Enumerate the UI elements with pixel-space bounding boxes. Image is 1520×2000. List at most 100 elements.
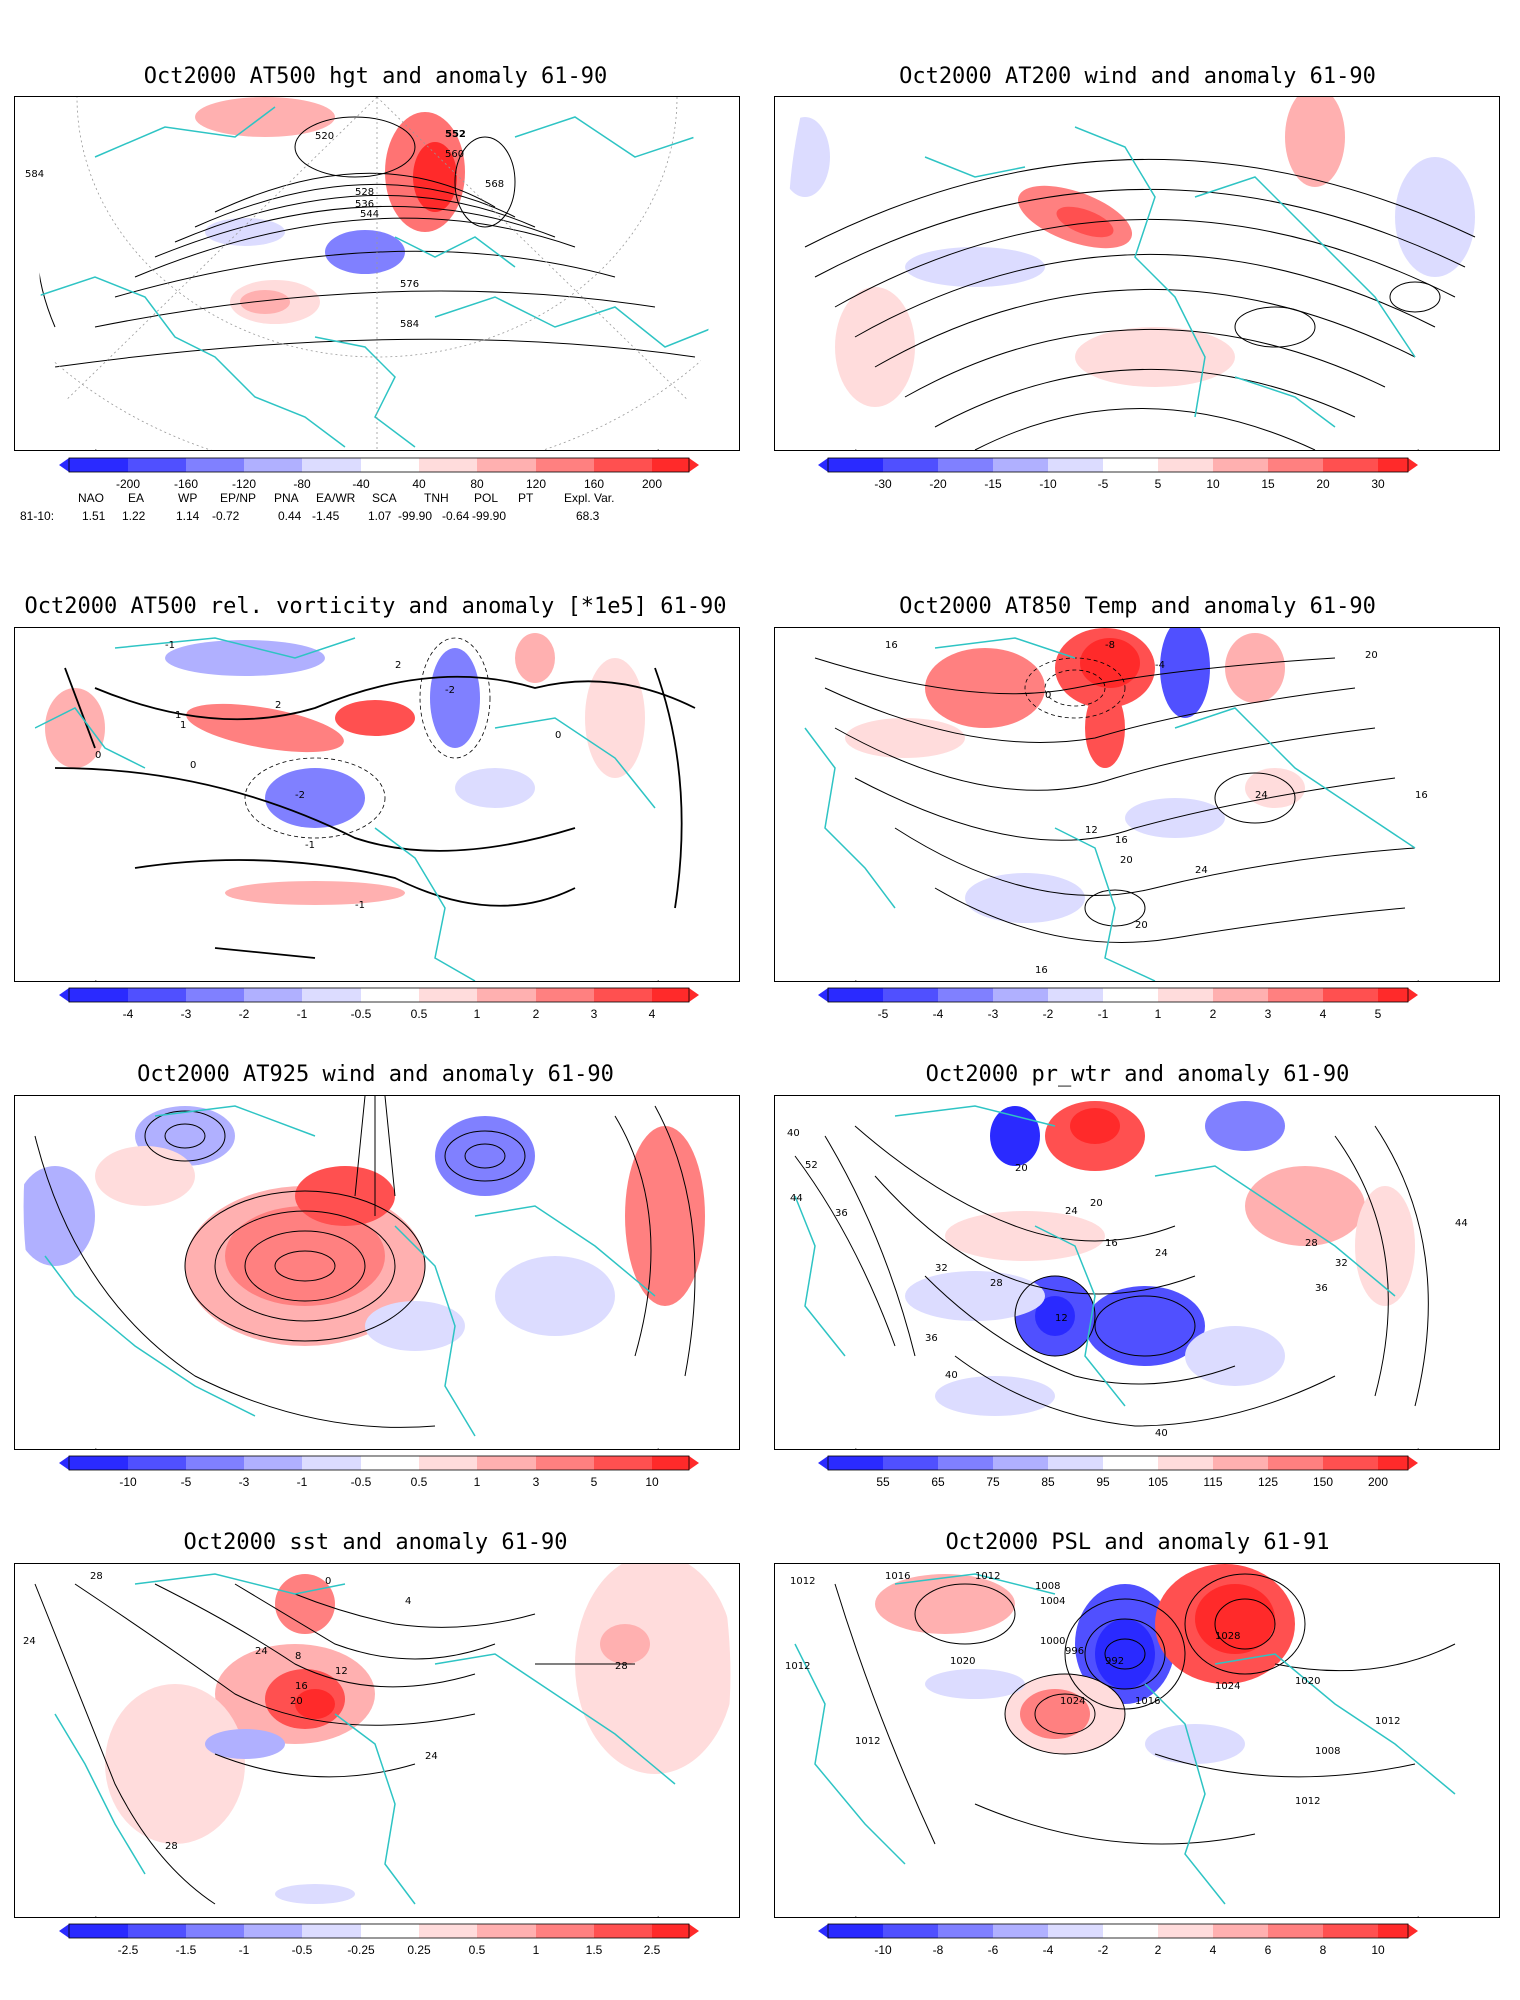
svg-text:28: 28 [615,1661,628,1672]
svg-text:-8: -8 [1105,640,1115,651]
contours [834,1573,1456,1845]
svg-text:2.5: 2.5 [644,1943,661,1957]
polar-mask-right [1419,628,1499,981]
svg-text:1012: 1012 [855,1736,880,1747]
index-header: NAO [78,491,105,505]
svg-text:12: 12 [1055,1313,1068,1324]
contour-labels: 520 552 560 568 528 536 544 576 584 584 [25,129,504,330]
colorbar-labels: -5 -4 -3 -2 -1 1 2 3 4 5 [878,1007,1382,1021]
svg-text:160: 160 [584,477,604,491]
colorbar-labels: -10 -5 -3 -1 -0.5 0.5 1 3 5 10 [119,1475,659,1489]
coastlines [44,1105,656,1437]
colorbar-labels: -10 -8 -6 -4 -2 2 4 6 8 10 [874,1943,1385,1957]
svg-text:115: 115 [1203,1475,1222,1489]
svg-text:-5: -5 [181,1475,192,1489]
map-vorticity500: -2 -1 0 1 2 -2 2 -1 0 1 -1 0 [14,627,740,982]
index-value: 1.07 [368,509,392,523]
svg-text:-4: -4 [1043,1943,1054,1957]
svg-text:16: 16 [1415,790,1428,801]
svg-text:20: 20 [1365,650,1378,661]
svg-text:1020: 1020 [950,1656,975,1667]
index-header: EA/WR [316,491,356,505]
svg-text:44: 44 [1455,1218,1468,1229]
coastlines [34,106,716,448]
colorbar-psl: -10 -8 -6 -4 -2 2 4 6 8 10 [818,1923,1418,1964]
svg-text:0: 0 [555,730,561,741]
svg-text:16: 16 [295,1681,308,1692]
colorbar-temp850: -5 -4 -3 -2 -1 1 2 3 4 5 [818,987,1418,1028]
polar-mask-left [15,628,95,981]
svg-text:-1: -1 [1098,1007,1109,1021]
svg-text:40: 40 [945,1370,958,1381]
colorbar-wind200: -30 -20 -15 -10 -5 5 10 15 20 30 [818,457,1418,498]
svg-text:568: 568 [485,179,504,190]
svg-text:-4: -4 [933,1007,944,1021]
svg-text:4: 4 [1320,1007,1327,1021]
svg-text:5: 5 [1155,477,1162,491]
svg-text:584: 584 [25,169,44,180]
svg-text:-3: -3 [181,1007,192,1021]
svg-text:1008: 1008 [1315,1746,1340,1757]
svg-text:-1: -1 [165,640,175,651]
coastlines [924,126,1416,428]
svg-text:-6: -6 [988,1943,999,1957]
svg-text:52: 52 [805,1160,818,1171]
svg-text:4: 4 [1210,1943,1217,1957]
svg-text:0.25: 0.25 [407,1943,431,1957]
svg-text:44: 44 [790,1193,803,1204]
map-prwtr: 40 44 52 36 20 24 32 28 36 40 12 16 20 2… [774,1095,1500,1450]
index-value: 68.3 [576,509,600,523]
svg-text:-2: -2 [445,685,455,696]
svg-text:1024: 1024 [1215,1681,1240,1692]
svg-text:-160: -160 [174,477,198,491]
svg-text:-4: -4 [123,1007,134,1021]
svg-text:75: 75 [986,1475,1000,1489]
svg-text:-200: -200 [116,477,140,491]
svg-text:2: 2 [275,700,281,711]
anomaly-shading [875,1564,1295,1764]
map-wind925 [14,1095,740,1450]
colorbar-vorticity500: -4 -3 -2 -1 -0.5 0.5 1 2 3 4 [59,987,699,1028]
streamlines [804,158,1476,450]
svg-text:80: 80 [470,477,484,491]
svg-text:5: 5 [591,1475,598,1489]
svg-text:28: 28 [1305,1238,1318,1249]
colorbar-labels: -2.5 -1.5 -1 -0.5 -0.25 0.25 0.5 1 1.5 2.5 [118,1943,661,1957]
svg-text:15: 15 [1261,477,1275,491]
svg-text:0: 0 [1045,690,1051,701]
anomaly-shading [105,1564,735,1904]
contours [794,1125,1429,1427]
panel-title-vorticity500: Oct2000 AT500 rel. vorticity and anomaly… [24,594,727,619]
colorbar-labels: -200 -160 -120 -80 -40 40 80 120 160 200 [116,477,662,491]
svg-text:36: 36 [1315,1283,1328,1294]
svg-text:3: 3 [533,1475,540,1489]
svg-text:1020: 1020 [1295,1676,1320,1687]
svg-text:-40: -40 [352,477,370,491]
svg-text:28: 28 [990,1278,1003,1289]
svg-text:8: 8 [295,1651,301,1662]
index-value: 1.22 [122,509,146,523]
svg-text:85: 85 [1041,1475,1055,1489]
svg-text:16: 16 [1035,965,1048,976]
svg-text:12: 12 [335,1666,348,1677]
svg-text:16: 16 [885,640,898,651]
svg-text:-2: -2 [1098,1943,1109,1957]
svg-text:1: 1 [474,1475,481,1489]
svg-text:992: 992 [1105,1656,1124,1667]
svg-text:544: 544 [360,209,379,220]
polar-mask-right [1419,1096,1499,1449]
svg-text:28: 28 [165,1841,178,1852]
contour-labels: -2 -1 0 1 2 -2 2 -1 0 1 -1 0 [95,640,561,911]
index-header: SCA [372,491,397,505]
index-value: 0.44 [278,509,302,523]
svg-text:1: 1 [474,1007,481,1021]
svg-text:-0.25: -0.25 [347,1943,375,1957]
svg-text:1000: 1000 [1040,1636,1065,1647]
colorbar-sst: -2.5 -1.5 -1 -0.5 -0.25 0.25 0.5 1 1.5 2.5 [59,1923,699,1964]
svg-text:24: 24 [23,1636,36,1647]
index-value: 1.51 [82,509,106,523]
svg-text:28: 28 [90,1571,103,1582]
anomaly-shading [845,628,1305,923]
colorbar-hgt500: -200 -160 -120 -80 -40 40 80 120 160 200 [59,457,699,498]
polar-mask-left [15,1564,95,1917]
